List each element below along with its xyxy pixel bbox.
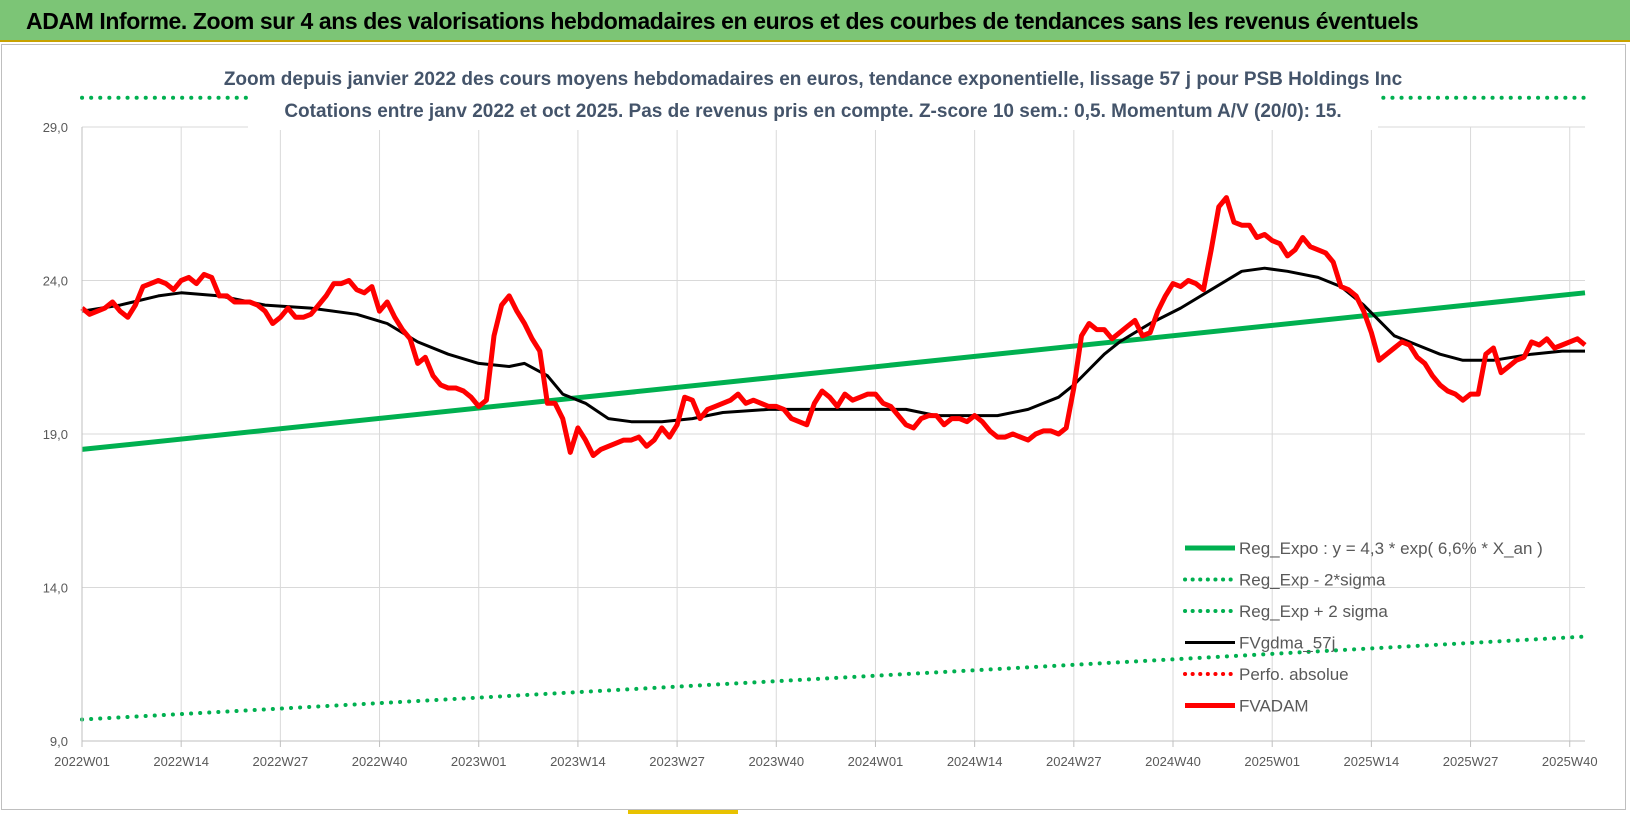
series-line-1 — [80, 634, 1587, 722]
x-tick-label: 2023W01 — [451, 754, 507, 769]
x-tick-label: 2024W14 — [947, 754, 1003, 769]
legend-label: Reg_Exp + 2 sigma — [1239, 602, 1388, 621]
chart-title-line-2: Cotations entre janv 2022 et oct 2025. P… — [284, 101, 1341, 122]
x-tick-label: 2023W14 — [550, 754, 606, 769]
x-tick-label: 2025W14 — [1344, 754, 1400, 769]
x-tick-label: 2023W40 — [748, 754, 804, 769]
bottom-accent-bar — [628, 810, 738, 814]
y-tick-label: 9,0 — [50, 734, 68, 749]
x-tick-label: 2025W27 — [1443, 754, 1499, 769]
x-tick-label: 2024W01 — [848, 754, 904, 769]
y-tick-label: 19,0 — [43, 427, 68, 442]
legend-label: Reg_Expo : y = 4,3 * exp( 6,6% * X_an ) — [1239, 539, 1543, 558]
x-tick-label: 2024W27 — [1046, 754, 1102, 769]
y-tick-label: 24,0 — [43, 274, 68, 289]
x-tick-label: 2025W40 — [1542, 754, 1598, 769]
chart-frame — [1, 44, 1626, 810]
chart-title-block: Zoom depuis janvier 2022 des cours moyen… — [224, 58, 1403, 130]
legend-label: FVgdma_57j — [1239, 634, 1335, 653]
y-tick-label: 29,0 — [43, 120, 68, 135]
legend-label: FVADAM — [1239, 697, 1309, 716]
legend-label: Reg_Exp - 2*sigma — [1239, 571, 1386, 590]
x-tick-label: 2022W01 — [54, 754, 110, 769]
chart-title-line-1: Zoom depuis janvier 2022 des cours moyen… — [224, 69, 1403, 90]
gridlines — [81, 126, 1585, 742]
x-tick-label: 2023W27 — [649, 754, 705, 769]
series-line-0 — [81, 290, 1586, 452]
series-line-5 — [80, 195, 1587, 458]
y-tick-label: 14,0 — [43, 581, 68, 596]
report-banner: ADAM Informe. Zoom sur 4 ans des valoris… — [0, 0, 1630, 42]
x-tick-label: 2022W14 — [153, 754, 209, 769]
x-tick-label: 2022W40 — [352, 754, 408, 769]
x-tick-label: 2024W40 — [1145, 754, 1201, 769]
legend-label: Perfo. absolue — [1239, 665, 1349, 684]
axes: 9,0 14,0 19,0 24,0 29,0 2022W01 2022W14 2022W27… — [43, 120, 1598, 769]
chart-title-background — [248, 58, 1378, 130]
report-banner-title: ADAM Informe. Zoom sur 4 ans des valoris… — [26, 8, 1419, 34]
x-tick-label: 2022W27 — [253, 754, 309, 769]
x-tick-label: 2025W01 — [1244, 754, 1300, 769]
legend: Reg_Expo : y = 4,3 * exp( 6,6% * X_an ) R… — [1183, 539, 1543, 716]
series-lines — [80, 95, 1587, 722]
